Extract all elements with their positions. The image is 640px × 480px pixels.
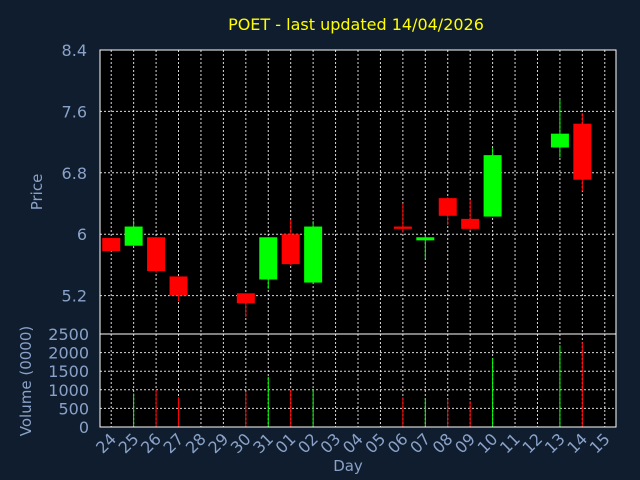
volume-plot-frame: [99, 333, 617, 428]
price-y-ticks: 5.2 6 6.8 7.6 8.4: [62, 41, 87, 306]
candle-body-13: [550, 133, 569, 148]
candle-body-14: [573, 123, 592, 180]
price-tick-label: 6.8: [62, 164, 87, 183]
candlesticks: [102, 99, 592, 318]
candle-body-08: [438, 198, 457, 216]
candle-body-06: [393, 226, 412, 229]
price-axis-title: Price: [28, 174, 46, 211]
candle-body-26: [147, 237, 166, 272]
x-axis-title: Day: [333, 457, 363, 475]
volume-tick-label: 2000: [48, 344, 89, 363]
price-tick-label: 7.6: [62, 102, 87, 121]
candle-body-30: [236, 293, 255, 304]
chart-title: POET - last updated 14/04/2026: [228, 15, 484, 34]
candle-body-02: [304, 226, 323, 283]
candle-body-01: [281, 234, 300, 265]
volume-tick-label: 1500: [48, 362, 89, 381]
volume-bars: [133, 342, 583, 427]
volume-tick-label: 2500: [48, 325, 89, 344]
volume-tick-label: 500: [58, 399, 89, 418]
price-tick-label: 6: [77, 225, 87, 244]
candle-body-31: [259, 237, 278, 280]
candle-body-10: [483, 155, 502, 217]
candle-body-25: [124, 226, 143, 246]
volume-axis-title: Volume (0000): [17, 326, 35, 436]
volume-tick-label: 1000: [48, 381, 89, 400]
candle-body-07: [416, 237, 435, 241]
volume-tick-label: 0: [79, 418, 89, 437]
candle-body-24: [102, 238, 121, 252]
candle-body-09: [461, 218, 480, 229]
x-axis-ticks: 2425262728293031010203040506070809101112…: [92, 429, 613, 457]
price-tick-label: 8.4: [62, 41, 87, 60]
candle-body-27: [169, 276, 188, 296]
price-tick-label: 5.2: [62, 287, 87, 306]
